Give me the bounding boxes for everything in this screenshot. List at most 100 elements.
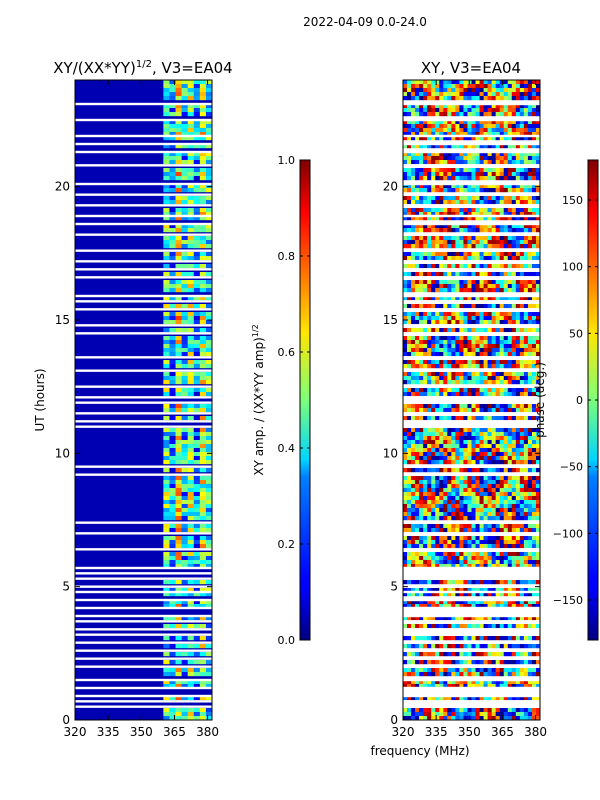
phase-cell (471, 96, 476, 101)
phase-cell (455, 524, 460, 529)
phase-cell (491, 304, 497, 309)
phase-cell (531, 504, 537, 509)
phase-cell (527, 456, 533, 461)
phase-cell (495, 108, 501, 113)
phase-cell (435, 392, 440, 397)
flagged-row (403, 332, 540, 335)
amplitude-cell (199, 176, 207, 181)
amplitude-cell (169, 200, 176, 205)
phase-cell (535, 304, 540, 309)
phase-cell (507, 132, 513, 137)
phase-cell (467, 428, 472, 433)
phase-cell (459, 556, 464, 561)
phase-cell (431, 484, 436, 489)
phase-cell (415, 716, 420, 720)
phase-cell (451, 516, 456, 521)
phase-cell (483, 564, 489, 569)
amplitude-cell (205, 556, 212, 561)
amplitude-cell (163, 500, 170, 505)
amplitude-cell (187, 500, 195, 505)
phase-cell (471, 312, 476, 317)
phase-cell (407, 604, 412, 609)
amplitude-cell (163, 556, 170, 561)
phase-cell (459, 256, 464, 261)
phase-cell (499, 184, 505, 189)
phase-cell (519, 336, 525, 341)
phase-cell (495, 440, 501, 445)
phase-cell (415, 580, 420, 585)
phase-cell (523, 452, 529, 457)
phase-cell (415, 360, 420, 365)
phase-cell (487, 668, 493, 673)
amplitude-cell (163, 696, 170, 701)
amplitude-cell (175, 144, 183, 149)
phase-cell (535, 168, 540, 173)
phase-cell (423, 480, 428, 485)
phase-cell (415, 540, 420, 545)
amplitude-cell (169, 316, 176, 321)
phase-cell (435, 440, 440, 445)
amplitude-cell (163, 484, 170, 489)
phase-cell (435, 540, 440, 545)
amplitude-cell (169, 432, 176, 437)
phase-cell (431, 528, 436, 533)
phase-cell (479, 252, 484, 257)
phase-cell (479, 112, 484, 117)
amplitude-cell (169, 580, 176, 585)
amplitude-cell (169, 544, 176, 549)
amplitude-cell (169, 188, 176, 193)
amplitude-cell (181, 488, 189, 493)
phase-cell (535, 336, 540, 341)
amplitude-cell (199, 512, 207, 517)
amplitude-cell (193, 408, 201, 413)
amplitude-cell (175, 132, 183, 137)
phase-cell (519, 340, 525, 345)
phase-cell (435, 272, 440, 277)
amplitude-cell (193, 452, 201, 457)
phase-cell (467, 200, 472, 205)
phase-cell (439, 484, 444, 489)
phase-cell (451, 264, 456, 269)
phase-cell (527, 168, 533, 173)
phase-cell (483, 448, 489, 453)
phase-cell (419, 712, 424, 717)
phase-cell (447, 240, 452, 245)
phase-cell (515, 452, 521, 457)
phase-cell (523, 264, 529, 269)
phase-cell (403, 348, 408, 353)
amplitude-cell (175, 416, 183, 421)
phase-cell (479, 536, 484, 541)
phase-cell (443, 132, 448, 137)
amplitude-cell (199, 288, 207, 293)
phase-cell (423, 556, 428, 561)
amplitude-cell (169, 280, 176, 285)
flagged-row (75, 118, 212, 122)
phase-cell (447, 176, 452, 181)
phase-cell (423, 228, 428, 233)
phase-cell (507, 440, 513, 445)
colorbar-tick-label: 1.0 (278, 154, 296, 167)
amplitude-cell (199, 152, 207, 157)
phase-cell (531, 136, 537, 141)
phase-cell (515, 508, 521, 513)
phase-cell (507, 696, 513, 701)
phase-cell (439, 348, 444, 353)
phase-cell (527, 344, 533, 349)
phase-cell (415, 240, 420, 245)
amplitude-cell (193, 552, 201, 557)
phase-cell (471, 272, 476, 277)
phase-cell (523, 448, 529, 453)
phase-cell (515, 468, 521, 473)
phase-cell (535, 392, 540, 397)
phase-cell (499, 128, 505, 133)
flagged-row (403, 665, 540, 668)
phase-cell (479, 216, 484, 221)
phase-cell (431, 136, 436, 141)
phase-cell (495, 128, 501, 133)
phase-cell (523, 136, 529, 141)
phase-cell (499, 488, 505, 493)
amplitude-cell (181, 208, 189, 213)
phase-cell (487, 348, 493, 353)
phase-cell (411, 624, 416, 629)
phase-cell (451, 660, 456, 665)
